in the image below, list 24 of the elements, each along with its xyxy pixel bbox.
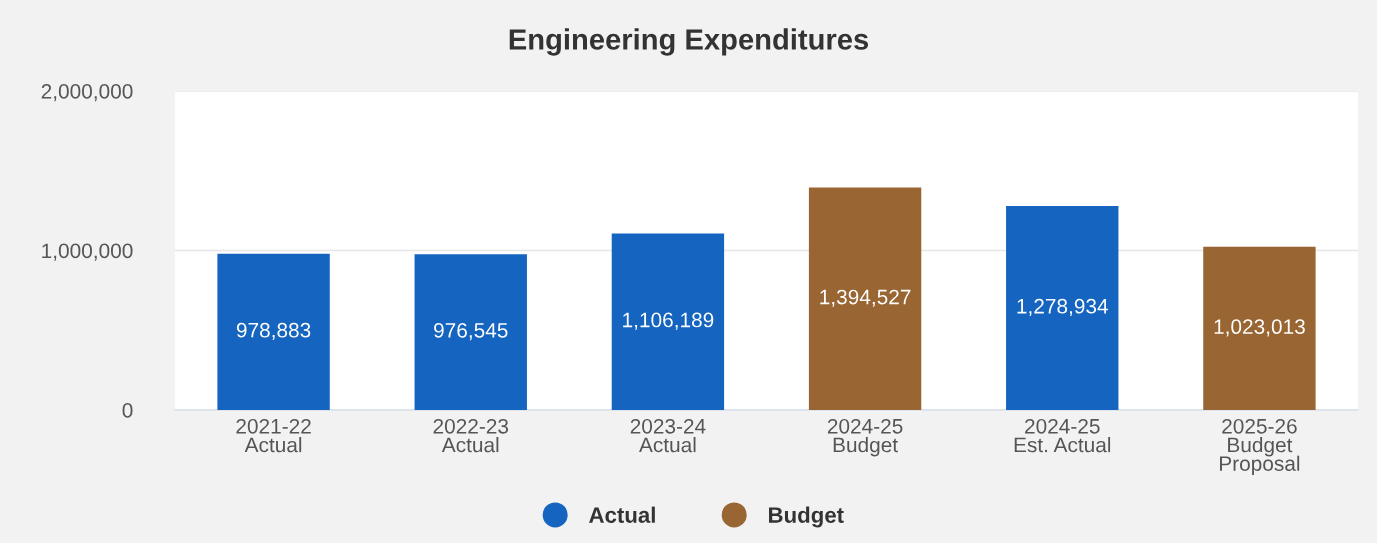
legend-label: Budget (769, 506, 844, 528)
data-label: 1,106,189 (623, 312, 714, 330)
data-label: 978,883 (236, 322, 311, 340)
bar (414, 254, 527, 410)
y-tick-label: 1,000,000 (42, 243, 133, 261)
data-label: 1,278,934 (1017, 298, 1108, 317)
x-tick-label: 2021-22 Actual (236, 418, 311, 453)
y-tick-label: 0 (122, 403, 133, 418)
legend-label: Actual (589, 506, 655, 523)
y-tick-label: 2,000,000 (41, 84, 133, 102)
x-tick-label: 2024-25 Budget (827, 418, 903, 457)
x-tick-label: 2024-25 Est. Actual (1014, 418, 1111, 453)
bar (1006, 206, 1119, 410)
chart-title: Engineering Expenditures (509, 28, 869, 56)
data-label: 1,023,013 (1214, 319, 1305, 337)
bar (1203, 246, 1316, 410)
data-label: 1,394,527 (820, 289, 911, 307)
x-tick-label: 2023-24 Actual (630, 418, 706, 453)
bar (808, 187, 922, 410)
bar (611, 233, 725, 410)
data-label: 976,545 (434, 322, 508, 341)
x-tick-label: 2022-23 Actual (433, 418, 509, 453)
x-tick-label: 2025-26 Budget Proposal (1220, 418, 1300, 476)
bar (217, 253, 330, 410)
